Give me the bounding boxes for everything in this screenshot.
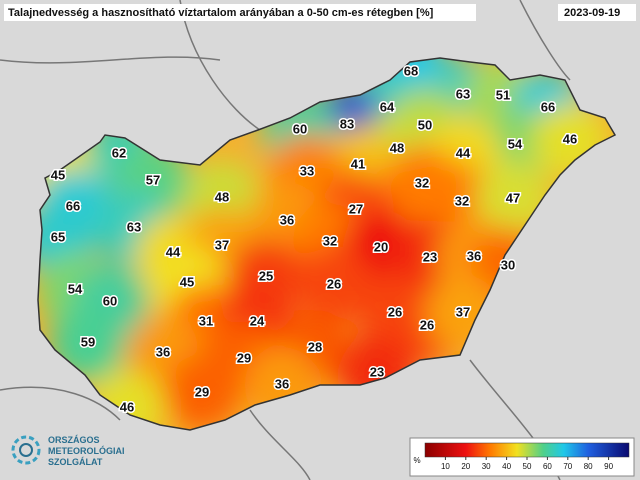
station-value: 36 [156,344,170,359]
moisture-blob [296,247,372,323]
station-value: 48 [390,140,404,155]
station-value: 20 [374,239,388,254]
station-value: 44 [166,244,181,259]
legend-tick-label: 10 [441,462,450,471]
logo-line: ORSZÁGOS [48,435,100,445]
station-value: 66 [66,198,80,213]
field-blobs [38,58,608,430]
station-value: 44 [456,145,471,160]
station-value: 36 [275,376,289,391]
station-value: 60 [103,293,117,308]
station-value: 32 [415,175,429,190]
station-value: 47 [506,190,520,205]
legend-tick-label: 50 [523,462,532,471]
station-value: 65 [51,229,65,244]
legend-tick-label: 20 [461,462,470,471]
station-value: 33 [300,163,314,178]
station-value: 24 [250,313,265,328]
station-value: 46 [120,399,134,414]
station-value: 59 [81,334,95,349]
station-value: 25 [259,268,273,283]
station-value: 57 [146,172,160,187]
station-value: 64 [380,99,395,114]
station-value: 36 [280,212,294,227]
station-value: 51 [496,87,510,102]
legend-tick-label: 40 [502,462,511,471]
legend-tick-label: 70 [563,462,572,471]
station-value: 60 [293,121,307,136]
station-value: 83 [340,116,354,131]
station-value: 27 [349,201,363,216]
title: Talajnedvesség a hasznosítható víztartal… [8,7,434,19]
legend-unit: % [413,456,420,465]
station-value: 32 [455,193,469,208]
legend-tick-label: 90 [604,462,613,471]
logo-line: SZOLGÁLAT [48,457,103,467]
station-value: 36 [467,248,481,263]
station-value: 54 [508,136,523,151]
date-box [558,4,636,21]
station-value: 28 [308,339,322,354]
moisture-blob [164,355,240,430]
title-box [4,4,476,21]
station-value: 41 [351,156,365,171]
legend-tick-label: 60 [543,462,552,471]
station-value: 50 [418,117,432,132]
station-value: 23 [370,364,384,379]
station-value: 46 [563,131,577,146]
borders [0,0,571,480]
logo-line: METEOROLÓGIAI [48,445,125,456]
station-value: 63 [127,219,141,234]
station-value: 26 [420,317,434,332]
station-value: 63 [456,86,470,101]
logo-mark [11,435,41,465]
station-value: 29 [237,350,251,365]
station-value: 23 [423,249,437,264]
station-value: 62 [112,145,126,160]
station-value: 54 [68,281,83,296]
logo-mark-inner [19,443,33,457]
station-value: 37 [215,237,229,252]
station-value: 31 [199,313,213,328]
colorbar [424,442,630,458]
date: 2023-09-19 [564,7,620,19]
legend: % 10 20 30 40 50 60 70 80 90 [409,437,635,477]
station-value: 29 [195,384,209,399]
station-value: 48 [215,189,229,204]
station-value: 45 [180,274,194,289]
station-value: 68 [404,63,418,78]
station-value: 66 [541,99,555,114]
station-value: 45 [51,167,65,182]
logo: ORSZÁGOS METEOROLÓGIAI SZOLGÁLAT [11,435,125,467]
station-value: 26 [327,276,341,291]
station-value: 26 [388,304,402,319]
station-value: 37 [456,304,470,319]
station-value: 32 [323,233,337,248]
stations: 68 63 51 66 64 83 60 50 54 46 62 48 44 41 33 57 45 32 48 32… [49,62,578,416]
legend-tick-label: 30 [482,462,491,471]
station-value: 30 [501,257,515,272]
legend-tick-label: 80 [584,462,593,471]
